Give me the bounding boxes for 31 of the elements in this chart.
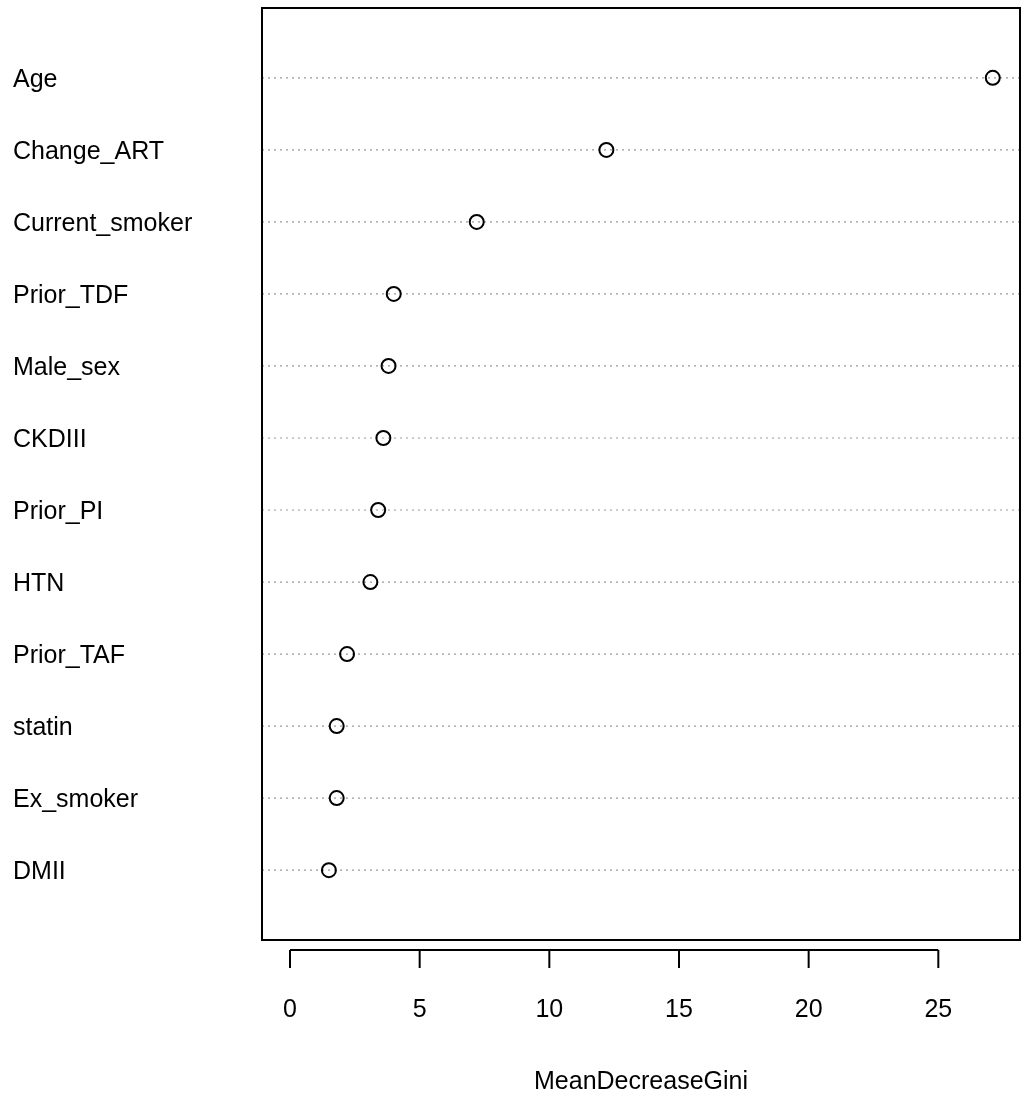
- point: [468, 213, 485, 230]
- point: [375, 429, 392, 446]
- point: [320, 862, 337, 879]
- point: [339, 646, 356, 663]
- y-tick-label: Prior_TAF: [13, 639, 126, 668]
- point: [328, 718, 345, 735]
- y-tick-label: HTN: [13, 567, 65, 596]
- y-tick-label: Prior_TDF: [13, 279, 129, 308]
- y-tick-label: statin: [13, 711, 73, 740]
- point: [598, 141, 615, 158]
- point: [380, 357, 397, 374]
- y-tick-label: Change_ART: [13, 135, 165, 164]
- y-tick-label: CKDIII: [13, 423, 87, 452]
- x-tick-label: 15: [665, 993, 693, 1022]
- point: [328, 790, 345, 807]
- x-axis-title: MeanDecreaseGini: [534, 1065, 748, 1094]
- y-tick-label: Ex_smoker: [13, 783, 139, 812]
- point: [370, 502, 387, 519]
- x-tick-label: 5: [412, 993, 427, 1022]
- y-tick-label: Age: [13, 63, 58, 92]
- y-tick-label: Current_smoker: [13, 207, 193, 236]
- y-tick-label: Male_sex: [13, 351, 121, 380]
- point: [984, 69, 1001, 86]
- x-tick-label: 10: [535, 993, 564, 1022]
- y-tick-label: DMII: [13, 855, 66, 884]
- x-tick-label: 25: [924, 993, 953, 1022]
- point: [362, 574, 379, 591]
- y-tick-label: Prior_PI: [13, 495, 104, 524]
- x-tick-label: 20: [794, 993, 823, 1022]
- x-tick-label: 0: [283, 993, 297, 1022]
- point: [385, 285, 402, 302]
